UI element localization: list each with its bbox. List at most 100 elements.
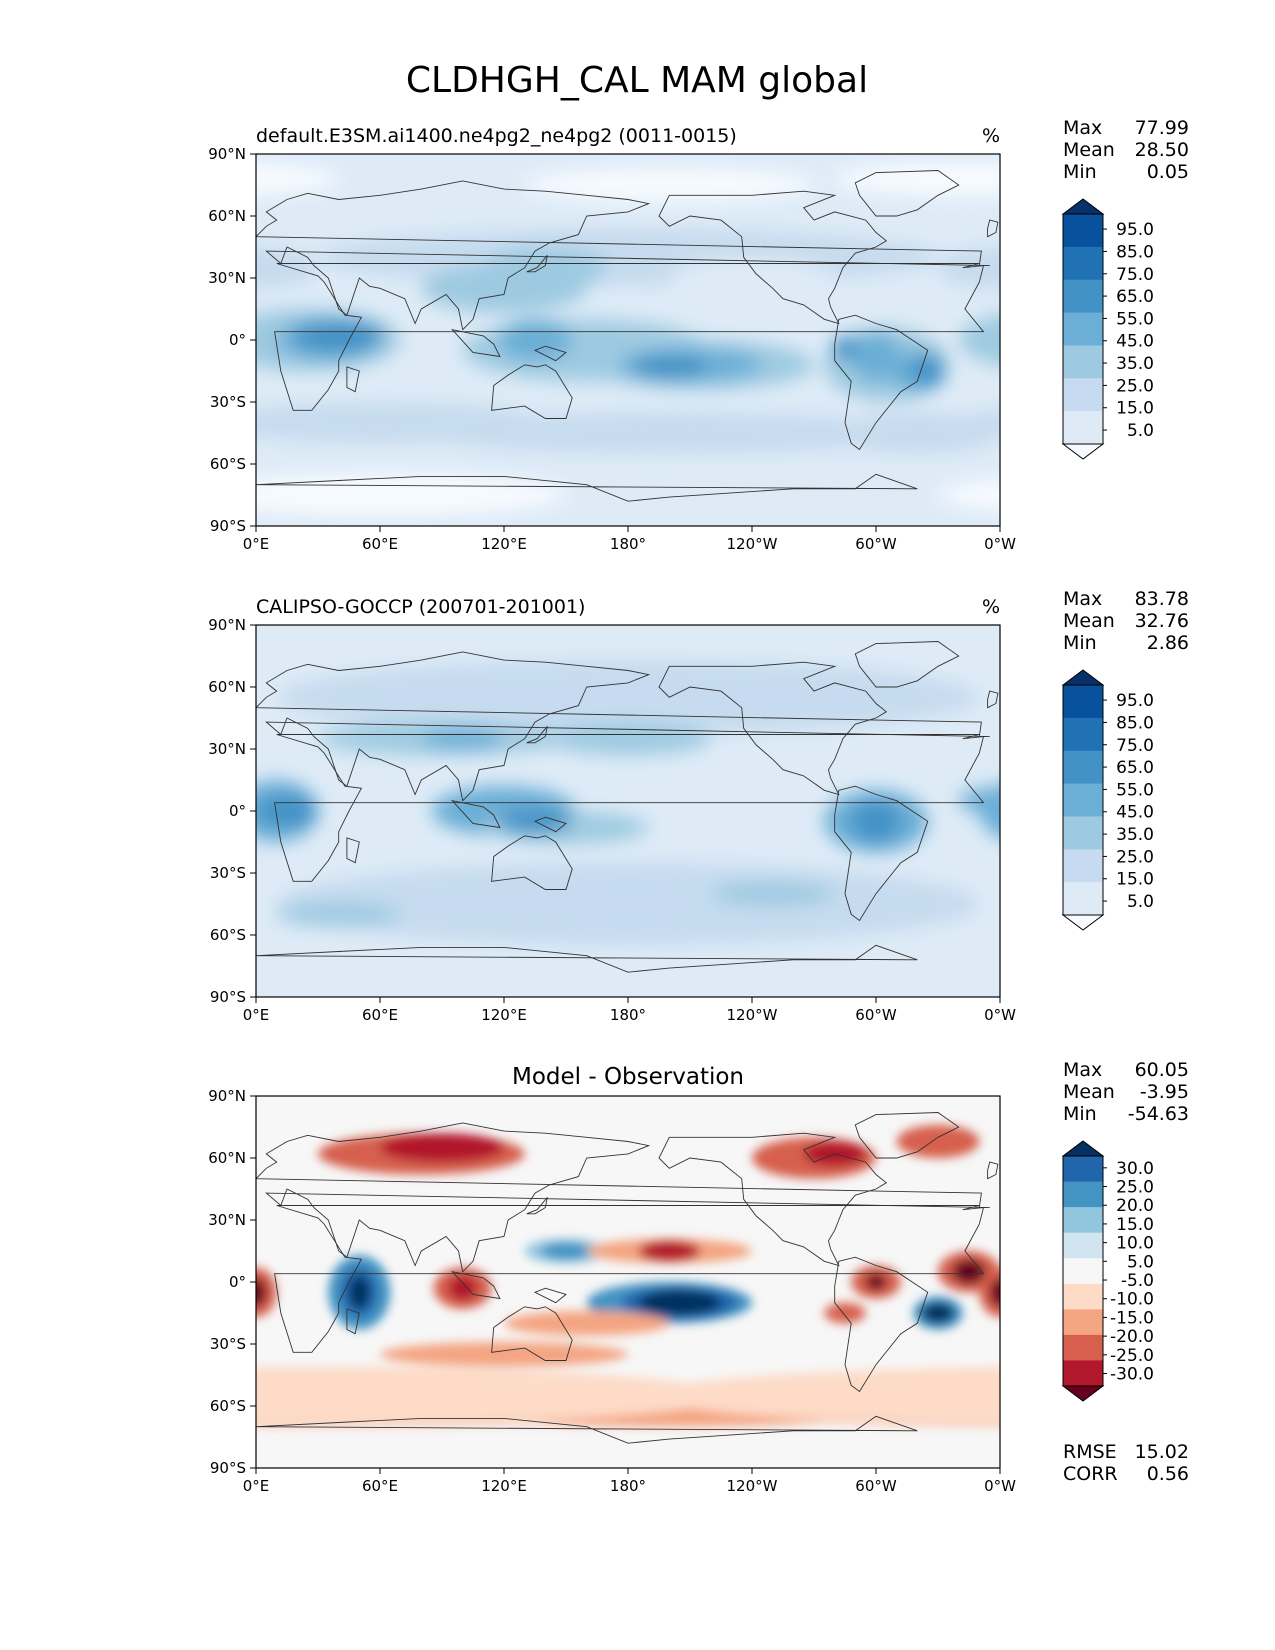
colorbar-segment: [1063, 750, 1103, 785]
extra-stat-label: CORR: [1063, 1463, 1118, 1485]
colorbar-segment: [1063, 849, 1103, 883]
colorbar-segment: [1063, 214, 1103, 248]
lat-tick-label: 90°S: [210, 1459, 246, 1477]
coastline: [274, 263, 985, 411]
field-cell: [276, 862, 980, 946]
panel-title-center: Model - Observation: [512, 1064, 744, 1090]
field-cell: [851, 331, 901, 382]
colorbar-label: 10.0: [1116, 1234, 1154, 1254]
colorbar-frame: [1062, 684, 1104, 916]
lon-tick-label: 60°E: [362, 535, 398, 553]
lat-tick-label: 90°S: [210, 517, 246, 535]
field-cell: [648, 1367, 1000, 1425]
lon-tick-label: 180°: [610, 1477, 646, 1495]
colorbar-extend-max: [1061, 669, 1105, 686]
stat-label: Mean: [1063, 1081, 1115, 1103]
colorbar-label: 95.0: [1116, 220, 1154, 240]
colorbar-label: -30.0: [1110, 1365, 1154, 1385]
coastlines: [256, 1112, 999, 1444]
colorbar-segment: [1063, 816, 1103, 850]
lon-tick-label: 60°E: [362, 1006, 398, 1024]
colorbar-label: 75.0: [1116, 736, 1154, 756]
colorbar-label: 55.0: [1116, 309, 1154, 329]
colorbar-segment: [1063, 1181, 1103, 1208]
colorbar-segment: [1063, 411, 1103, 445]
stat-label: Max: [1063, 117, 1102, 139]
coastline: [256, 944, 918, 973]
lon-tick-label: 120°W: [727, 1006, 778, 1024]
colorbar-frame: [1062, 213, 1104, 445]
field-cell: [504, 1310, 670, 1336]
lon-tick-label: 120°E: [481, 535, 527, 553]
field-cell: [958, 788, 1000, 814]
colorbar-segment: [1063, 1334, 1103, 1361]
colorbar-segment: [1063, 1156, 1103, 1183]
field-cell: [483, 246, 608, 289]
coastline: [256, 651, 990, 802]
lon-tick-label: 0°E: [243, 1477, 270, 1495]
lon-tick-label: 120°W: [727, 1477, 778, 1495]
coastline: [256, 1415, 918, 1444]
lat-tick-label: 30°N: [208, 740, 246, 758]
colorbar-extend-max: [1061, 1140, 1105, 1157]
lat-tick-label: 30°N: [208, 1211, 246, 1229]
colorbar-label: -5.0: [1121, 1271, 1154, 1291]
lat-tick-label: 60°N: [208, 1149, 246, 1167]
field-cell: [834, 162, 1000, 196]
colorbar-segment: [1063, 312, 1103, 346]
panel-units: %: [982, 596, 1000, 618]
colorbar-extend-min: [1061, 443, 1105, 460]
coastline: [987, 1161, 999, 1180]
field-cell: [545, 722, 711, 756]
field-cell: [669, 257, 835, 299]
lon-tick-label: 180°: [610, 535, 646, 553]
colorbar-segment: [1063, 1309, 1103, 1336]
coastline: [526, 1197, 548, 1215]
lon-tick-label: 120°E: [481, 1006, 527, 1024]
panel-model: default.E3SM.ai1400.ne4pg2_ne4pg2 (0011-…: [208, 117, 1189, 553]
colorbar-label: 55.0: [1116, 780, 1154, 800]
coastline: [854, 170, 960, 217]
colorbar-label: 85.0: [1116, 713, 1154, 733]
coastline: [491, 835, 573, 890]
coastlines: [256, 170, 999, 502]
colorbar-label: 5.0: [1127, 421, 1154, 441]
coastline: [256, 180, 990, 331]
coastline: [658, 661, 888, 796]
lat-tick-label: 30°S: [210, 393, 246, 411]
colorbar-segment: [1063, 246, 1103, 281]
field-cell: [911, 354, 945, 388]
coastline: [526, 255, 548, 273]
colorbar-label: 25.0: [1116, 1178, 1154, 1198]
field-cell: [952, 1259, 986, 1285]
stat-value: 60.05: [1135, 1059, 1189, 1081]
colorbar-obs: 95.085.0 75.065.055.0 45.035.025.0 15.05.0: [1061, 669, 1154, 931]
stat-value: 2.86: [1147, 632, 1189, 654]
stat-label: Min: [1063, 161, 1097, 183]
colorbar-extend-max: [1061, 198, 1105, 215]
field-cell: [421, 728, 504, 750]
lon-tick-label: 120°E: [481, 1477, 527, 1495]
colorbar-label: -10.0: [1110, 1290, 1154, 1310]
coastline: [526, 726, 548, 744]
field-cell: [349, 1275, 370, 1309]
field-cell: [710, 881, 835, 907]
lon-tick-label: 180°: [610, 1006, 646, 1024]
field-diff: [256, 1124, 1000, 1427]
stat-value: 83.78: [1135, 588, 1189, 610]
stat-label: Mean: [1063, 139, 1115, 161]
colorbar-segment: [1063, 783, 1103, 817]
field-cell: [256, 1277, 267, 1307]
colorbar-diff: 30.025.020.015.010.05.0-5.0-10.0-15.0-20…: [1061, 1140, 1154, 1402]
lon-tick-label: 60°W: [855, 1477, 897, 1495]
lon-tick-label: 0°E: [243, 535, 270, 553]
field-cell: [276, 901, 401, 927]
coastline: [854, 1112, 960, 1159]
colorbar-label: 65.0: [1116, 287, 1154, 307]
map-diff: [256, 1096, 1000, 1468]
field-cell: [638, 1290, 722, 1316]
lat-tick-label: 0°: [229, 1273, 246, 1291]
coastline: [834, 314, 929, 451]
colorbar-label: 15.0: [1116, 399, 1154, 419]
stat-label: Mean: [1063, 610, 1115, 632]
